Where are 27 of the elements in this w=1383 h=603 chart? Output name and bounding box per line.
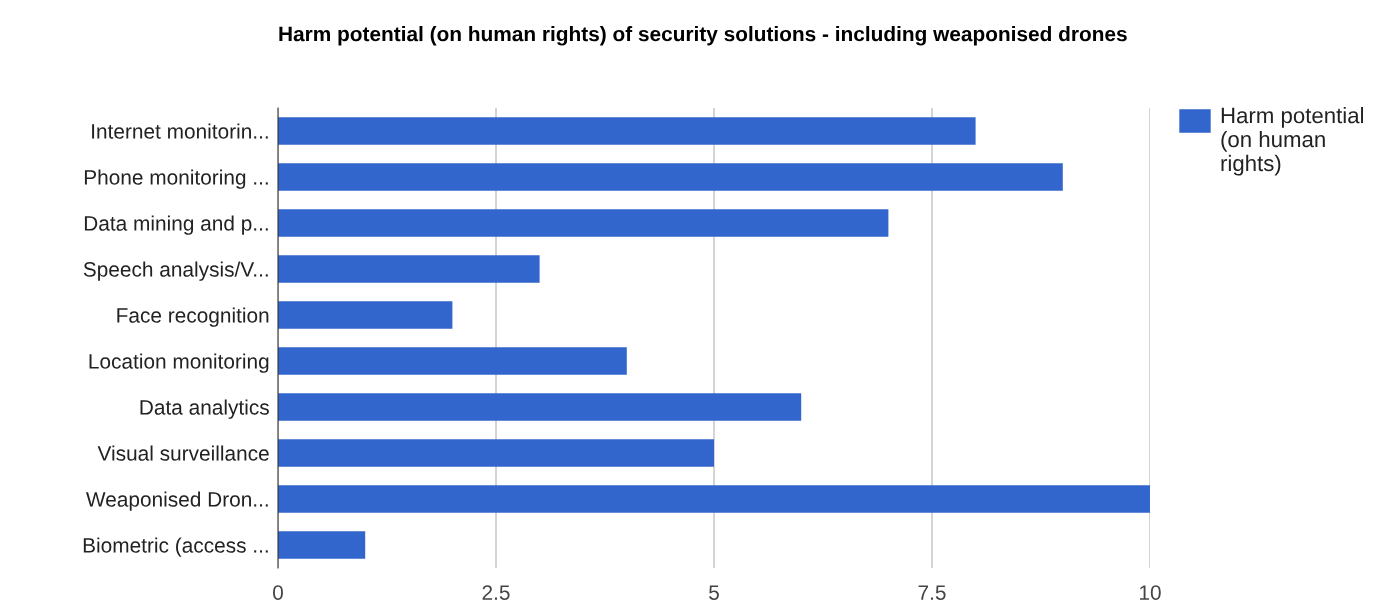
bar xyxy=(278,301,453,329)
bar xyxy=(278,347,627,375)
x-tick-label: 7.5 xyxy=(918,585,946,600)
bar xyxy=(278,531,366,559)
bar xyxy=(278,209,889,237)
legend-label: Harm potential (on human rights) xyxy=(1221,107,1364,176)
chart-title: Harm potential (on human rights) of security solutions - including weaponised drones xyxy=(279,26,1127,46)
y-tick-label: Data mining and p... xyxy=(84,215,268,235)
bar xyxy=(278,439,714,467)
y-tick-label: Data analytics xyxy=(140,399,269,419)
y-tick-label: Biometric (access ... xyxy=(83,537,268,557)
y-tick-label: Internet monitorin... xyxy=(92,123,268,139)
bar xyxy=(278,255,540,283)
y-tick-label: Weaponised Dron... xyxy=(86,491,268,511)
y-tick-label: Speech analysis/V... xyxy=(83,261,268,281)
y-tick-label: Phone monitoring ... xyxy=(84,169,268,189)
y-tick-label: Visual surveillance xyxy=(97,445,269,461)
y-tick-label: Location monitoring xyxy=(89,353,269,373)
bar xyxy=(278,163,1063,191)
y-tick-label: Face recognition xyxy=(117,307,269,327)
bar xyxy=(278,393,802,421)
x-tick-label: 2.5 xyxy=(482,585,510,600)
x-tick-label: 5 xyxy=(709,585,719,600)
x-tick-label: 0 xyxy=(273,585,283,600)
x-tick-label: 10 xyxy=(1140,585,1161,600)
bar xyxy=(278,117,976,145)
bar xyxy=(278,485,1150,513)
